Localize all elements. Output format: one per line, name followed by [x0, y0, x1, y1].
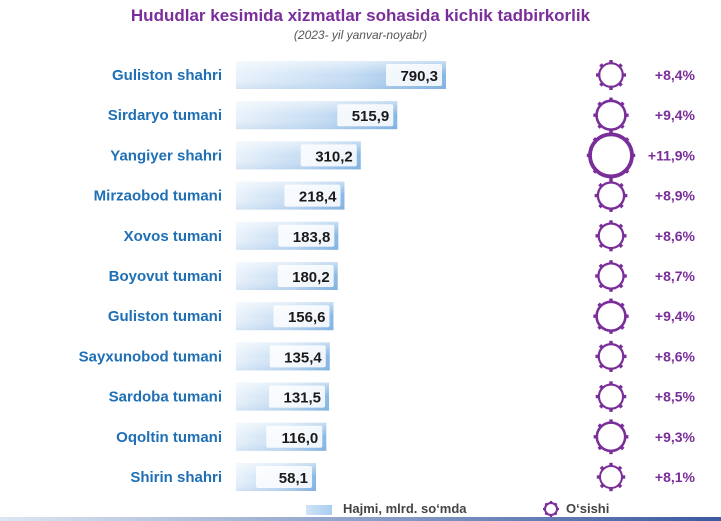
growth-value-label: +8,7% [655, 268, 696, 284]
growth-gear-icon [586, 131, 636, 180]
chart-row: Oqoltin tumani 116,0 +9,3% [116, 419, 696, 455]
category-label: Oqoltin tumani [116, 429, 222, 446]
chart-title: Hududlar kesimida xizmatlar sohasida kic… [130, 6, 591, 25]
growth-value-label: +8,6% [655, 228, 696, 244]
growth-gear-icon [595, 220, 627, 252]
growth-value-label: +8,4% [655, 67, 696, 83]
legend-bar-swatch [306, 505, 332, 515]
growth-gear-icon [596, 462, 626, 492]
chart-row: Sayxunobod tumani 135,4 +8,6% [79, 340, 696, 372]
growth-gear-icon [595, 340, 627, 372]
growth-value-label: +8,9% [655, 188, 696, 204]
bottom-accent-line [0, 517, 721, 521]
legend-gear-shape [543, 501, 559, 517]
value-label-bg [269, 345, 326, 368]
value-label-bg [337, 104, 394, 127]
chart-row: Xovos tumani 183,8 +8,6% [124, 220, 696, 252]
volume-value-label: 58,1 [279, 470, 308, 487]
volume-value-label: 515,9 [352, 108, 390, 125]
value-label-bg [269, 385, 326, 408]
growth-gear-icon [596, 60, 626, 90]
growth-value-label: +9,4% [655, 107, 696, 123]
category-label: Sirdaryo tumani [108, 107, 222, 124]
chart-row: Sardoba tumani 131,5 +8,5% [109, 381, 696, 412]
bar-chart: Guliston shahri 790,3 +8,4% Sirdaryo tumani… [79, 60, 696, 492]
chart-row: Shirin shahri 58,1 +8,1% [130, 462, 696, 492]
growth-gear-icon [594, 179, 628, 212]
growth-gear-icon [595, 381, 627, 412]
chart-row: Yangiyer shahri 310,2 +11,9% [110, 131, 696, 180]
category-label: Sardoba tumani [109, 389, 222, 406]
value-label-bg [277, 265, 334, 287]
growth-value-label: +9,3% [655, 429, 696, 445]
chart-row: Boyovut tumani 180,2 +8,7% [109, 260, 696, 292]
volume-value-label: 218,4 [299, 189, 337, 206]
growth-value-label: +11,9% [648, 147, 696, 163]
growth-gear-icon [593, 97, 629, 133]
growth-gear-icon [595, 260, 627, 292]
growth-value-label: +9,4% [655, 308, 696, 324]
growth-value-label: +8,5% [655, 389, 696, 405]
category-label: Guliston tumani [108, 308, 222, 325]
category-label: Sayxunobod tumani [79, 348, 222, 365]
category-label: Guliston shahri [112, 67, 222, 84]
volume-value-label: 156,6 [288, 309, 326, 326]
value-label-bg [284, 184, 341, 207]
category-label: Xovos tumani [124, 228, 222, 245]
value-label-bg [273, 305, 330, 328]
chart-row: Guliston tumani 156,6 +9,4% [108, 298, 696, 334]
category-label: Mirzaobod tumani [94, 188, 222, 205]
volume-value-label: 310,2 [315, 148, 353, 165]
value-label-bg [256, 466, 312, 488]
legend-bar-label: Hajmi, mlrd. so‘mda [343, 501, 467, 516]
volume-value-label: 116,0 [282, 430, 319, 447]
category-label: Boyovut tumani [109, 268, 222, 285]
legend-gear-icon [543, 501, 559, 517]
value-label-bg [266, 425, 323, 448]
category-label: Yangiyer shahri [110, 147, 222, 164]
volume-value-label: 180,2 [292, 269, 330, 286]
growth-gear-icon [593, 298, 629, 334]
volume-value-label: 131,5 [283, 390, 321, 407]
chart-row: Mirzaobod tumani 218,4 +8,9% [94, 179, 696, 212]
chart-subtitle: (2023- yil yanvar-noyabr) [293, 28, 428, 42]
value-label-bg [278, 224, 335, 247]
growth-gear-icon [593, 419, 629, 455]
value-label-bg [386, 64, 442, 86]
growth-value-label: +8,1% [655, 469, 696, 485]
chart-row: Guliston shahri 790,3 +8,4% [112, 60, 696, 90]
chart-row: Sirdaryo tumani 515,9 +9,4% [108, 97, 696, 133]
volume-value-label: 183,8 [293, 229, 331, 246]
growth-value-label: +8,6% [655, 348, 696, 364]
value-label-bg [300, 144, 357, 167]
volume-value-label: 790,3 [400, 68, 438, 85]
category-label: Shirin shahri [130, 469, 222, 486]
legend-growth-label: O‘sishi [566, 501, 610, 516]
volume-value-label: 135,4 [284, 349, 322, 366]
